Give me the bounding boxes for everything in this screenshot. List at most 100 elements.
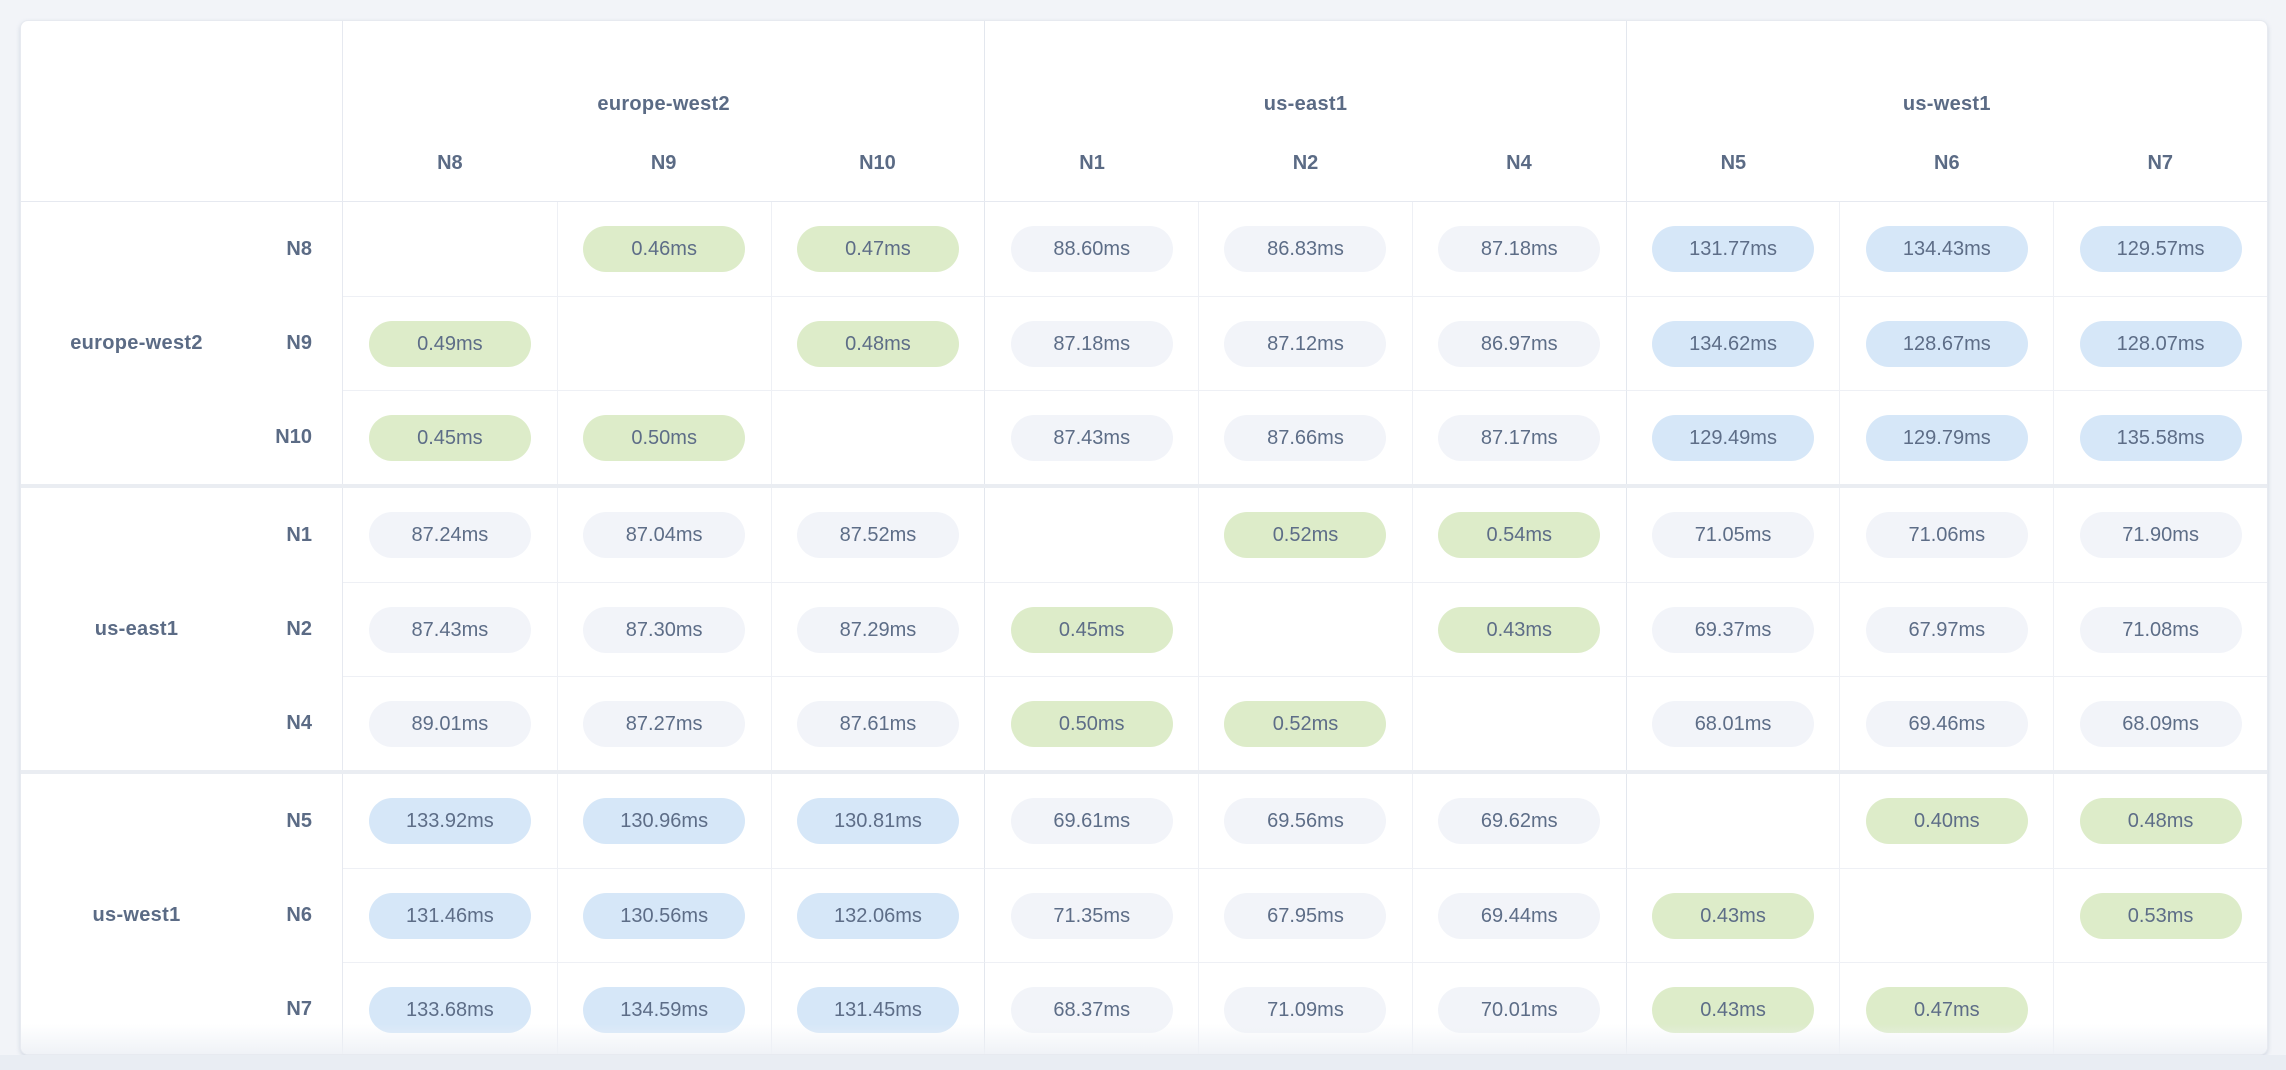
latency-cell-N9-N9	[556, 296, 771, 390]
latency-pill: 69.62ms	[1438, 798, 1601, 844]
latency-cell-N4-N2: 0.52ms	[1198, 676, 1412, 770]
latency-cell-N8-N6: 134.43ms	[1839, 202, 2053, 296]
latency-cell-N6-N9: 130.56ms	[556, 868, 771, 962]
latency-pill: 71.35ms	[1010, 892, 1173, 939]
latency-pill: 0.47ms	[1865, 986, 2028, 1033]
latency-cell-N8-N4: 87.18ms	[1411, 202, 1626, 296]
latency-pill: 0.48ms	[796, 320, 959, 367]
latency-cell-N1-N1	[984, 488, 1198, 582]
latency-matrix-card: europe-west2 N8 N9 N10 us-east1 N1 N2 N4 us-west…	[20, 20, 2268, 1055]
matrix-body: europe-west2 N8 N9 N10 0.46ms 0.47ms 88.60ms 86…	[21, 202, 2267, 1054]
latency-pill: 131.45ms	[796, 986, 959, 1033]
latency-pill: 0.52ms	[1224, 512, 1387, 558]
latency-cell-N2-N8: 87.43ms	[343, 582, 557, 676]
latency-pill: 87.52ms	[796, 512, 959, 558]
latency-pill: 87.27ms	[583, 700, 746, 747]
latency-pill: 131.46ms	[368, 892, 531, 939]
latency-pill: 128.07ms	[2079, 320, 2242, 367]
latency-pill: 0.54ms	[1438, 512, 1601, 558]
latency-pill: 133.68ms	[368, 986, 531, 1033]
column-header-N7: N7	[2147, 152, 2174, 174]
latency-cell-N6-N6	[1839, 868, 2054, 962]
latency-pill: 87.18ms	[1010, 320, 1173, 367]
latency-cell-N6-N2: 67.95ms	[1198, 868, 1412, 962]
latency-cell-N7-N1: 68.37ms	[984, 962, 1199, 1054]
latency-pill: 128.67ms	[1865, 320, 2028, 367]
column-group-header-us-east1: us-east1 N1 N2 N4	[984, 21, 1625, 201]
latency-cell-N4-N4	[1411, 676, 1626, 770]
latency-cell-N7-N5: 0.43ms	[1625, 962, 1840, 1054]
column-group-header-us-west1: us-west1 N5 N6 N7	[1625, 21, 2267, 201]
column-header-N9: N9	[650, 152, 677, 174]
latency-pill: 129.57ms	[2079, 226, 2242, 272]
latency-cell-N10-N2: 87.66ms	[1198, 390, 1412, 484]
latency-grid-us-west1: 133.92ms 130.96ms 130.81ms 69.61ms 69.56ms 69…	[343, 774, 2267, 1054]
latency-pill: 131.77ms	[1652, 226, 1815, 272]
latency-pill: 71.06ms	[1865, 512, 2028, 558]
latency-cell-N2-N5: 69.37ms	[1625, 582, 1840, 676]
latency-pill: 87.18ms	[1438, 226, 1601, 272]
latency-grid-europe-west2: 0.46ms 0.47ms 88.60ms 86.83ms 87.18ms 131.77m…	[343, 202, 2267, 484]
latency-cell-N9-N10: 0.48ms	[770, 296, 985, 390]
matrix-column-headers: europe-west2 N8 N9 N10 us-east1 N1 N2 N4 us-west…	[21, 21, 2267, 202]
latency-cell-N4-N10: 87.61ms	[770, 676, 985, 770]
latency-cell-N4-N9: 87.27ms	[556, 676, 771, 770]
latency-cell-N10-N8: 0.45ms	[343, 390, 557, 484]
latency-cell-N5-N1: 69.61ms	[984, 774, 1198, 868]
row-header-N6: N6	[286, 903, 312, 926]
latency-cell-N4-N5: 68.01ms	[1625, 676, 1840, 770]
column-group-header-europe-west2: europe-west2 N8 N9 N10	[343, 21, 984, 201]
latency-cell-N2-N7: 71.08ms	[2053, 582, 2267, 676]
latency-cell-N8-N1: 88.60ms	[984, 202, 1198, 296]
latency-cell-N1-N8: 87.24ms	[343, 488, 557, 582]
latency-cell-N5-N4: 69.62ms	[1411, 774, 1626, 868]
latency-cell-N9-N4: 86.97ms	[1411, 296, 1626, 390]
latency-pill: 130.56ms	[583, 892, 746, 939]
column-header-N2: N2	[1292, 152, 1319, 174]
latency-cell-N9-N6: 128.67ms	[1839, 296, 2054, 390]
latency-cell-N8-N7: 129.57ms	[2053, 202, 2267, 296]
latency-cell-N5-N6: 0.40ms	[1839, 774, 2053, 868]
region-column-label: europe-west2	[597, 93, 730, 115]
region-column-label: us-west1	[1902, 93, 1991, 115]
latency-pill: 87.43ms	[368, 606, 531, 653]
latency-cell-N1-N9: 87.04ms	[556, 488, 771, 582]
latency-pill: 130.81ms	[796, 798, 959, 844]
node-column-labels: N5 N6 N7	[1627, 151, 2267, 175]
latency-cell-N1-N7: 71.90ms	[2053, 488, 2267, 582]
latency-pill: 68.37ms	[1010, 986, 1173, 1033]
latency-cell-N10-N10	[770, 390, 985, 484]
latency-cell-N2-N10: 87.29ms	[770, 582, 985, 676]
latency-pill: 87.43ms	[1010, 414, 1173, 461]
region-row-label: us-west1	[92, 903, 181, 926]
latency-cell-N7-N2: 71.09ms	[1198, 962, 1412, 1054]
row-group-header-us-west1: us-west1 N5 N6 N7	[21, 774, 343, 1054]
latency-pill: 0.45ms	[368, 414, 531, 461]
row-group-us-west1: us-west1 N5 N6 N7 133.92ms 130.96ms 130.81ms 69…	[21, 770, 2267, 1054]
latency-pill: 87.29ms	[796, 606, 959, 653]
latency-cell-N5-N10: 130.81ms	[770, 774, 985, 868]
latency-cell-N5-N2: 69.56ms	[1198, 774, 1412, 868]
latency-pill: 87.61ms	[796, 700, 959, 747]
latency-cell-N7-N4: 70.01ms	[1411, 962, 1626, 1054]
latency-pill: 71.09ms	[1224, 986, 1387, 1033]
row-header-N7: N7	[286, 997, 312, 1020]
latency-pill: 0.40ms	[1865, 798, 2028, 844]
latency-cell-N1-N5: 71.05ms	[1625, 488, 1840, 582]
latency-pill: 88.60ms	[1010, 226, 1173, 272]
latency-cell-N2-N4: 0.43ms	[1411, 582, 1626, 676]
latency-pill: 0.47ms	[796, 226, 959, 272]
latency-pill: 87.17ms	[1438, 414, 1601, 461]
latency-cell-N7-N6: 0.47ms	[1839, 962, 2054, 1054]
region-column-label: us-east1	[1263, 93, 1348, 115]
row-header-N9: N9	[286, 331, 312, 354]
latency-pill: 71.05ms	[1652, 512, 1815, 558]
latency-grid-us-east1: 87.24ms 87.04ms 87.52ms 0.52ms 0.54ms 71.05ms…	[343, 488, 2267, 770]
latency-pill: 69.56ms	[1224, 798, 1387, 844]
node-column-labels: N8 N9 N10	[343, 151, 984, 175]
latency-cell-N6-N7: 0.53ms	[2053, 868, 2267, 962]
row-header-N4: N4	[286, 711, 312, 734]
latency-pill: 0.50ms	[583, 414, 746, 461]
column-header-N6: N6	[1934, 152, 1960, 174]
region-row-label: europe-west2	[70, 331, 203, 354]
